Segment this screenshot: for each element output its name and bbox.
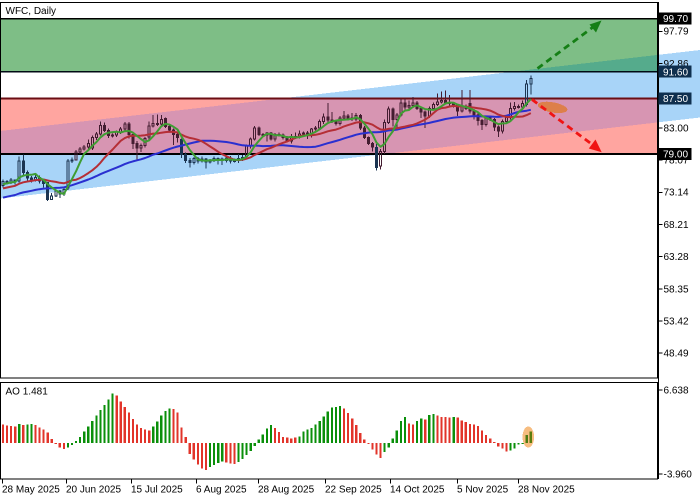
svg-text:99.70: 99.70 (663, 14, 688, 25)
svg-text:91.60: 91.60 (663, 67, 688, 78)
svg-text:28 May 2025: 28 May 2025 (2, 485, 60, 496)
svg-text:48.49: 48.49 (664, 349, 689, 360)
svg-text:58.35: 58.35 (664, 284, 689, 295)
svg-text:15 Jul 2025: 15 Jul 2025 (131, 485, 183, 496)
svg-text:53.42: 53.42 (664, 316, 689, 327)
svg-text:AO 1.481: AO 1.481 (6, 387, 49, 398)
svg-text:92.86: 92.86 (664, 59, 689, 70)
svg-text:87.50: 87.50 (663, 94, 688, 105)
svg-text:68.21: 68.21 (664, 220, 689, 231)
svg-text:20 Jun 2025: 20 Jun 2025 (66, 485, 121, 496)
svg-text:WFC, Daily: WFC, Daily (6, 6, 57, 17)
svg-text:28 Nov 2025: 28 Nov 2025 (518, 485, 575, 496)
svg-text:79.00: 79.00 (663, 150, 688, 161)
svg-text:-3.960: -3.960 (664, 469, 693, 480)
svg-text:83.00: 83.00 (664, 123, 689, 134)
svg-text:28 Aug 2025: 28 Aug 2025 (258, 485, 315, 496)
svg-text:14 Oct 2025: 14 Oct 2025 (390, 485, 445, 496)
svg-text:6 Aug 2025: 6 Aug 2025 (196, 485, 247, 496)
svg-text:5 Nov 2025: 5 Nov 2025 (457, 485, 509, 496)
svg-text:73.14: 73.14 (664, 188, 689, 199)
svg-text:22 Sep 2025: 22 Sep 2025 (325, 485, 382, 496)
svg-text:78.07: 78.07 (664, 156, 689, 167)
svg-text:63.28: 63.28 (664, 252, 689, 263)
svg-text:6.638: 6.638 (664, 385, 689, 396)
svg-text:97.79: 97.79 (664, 27, 689, 38)
